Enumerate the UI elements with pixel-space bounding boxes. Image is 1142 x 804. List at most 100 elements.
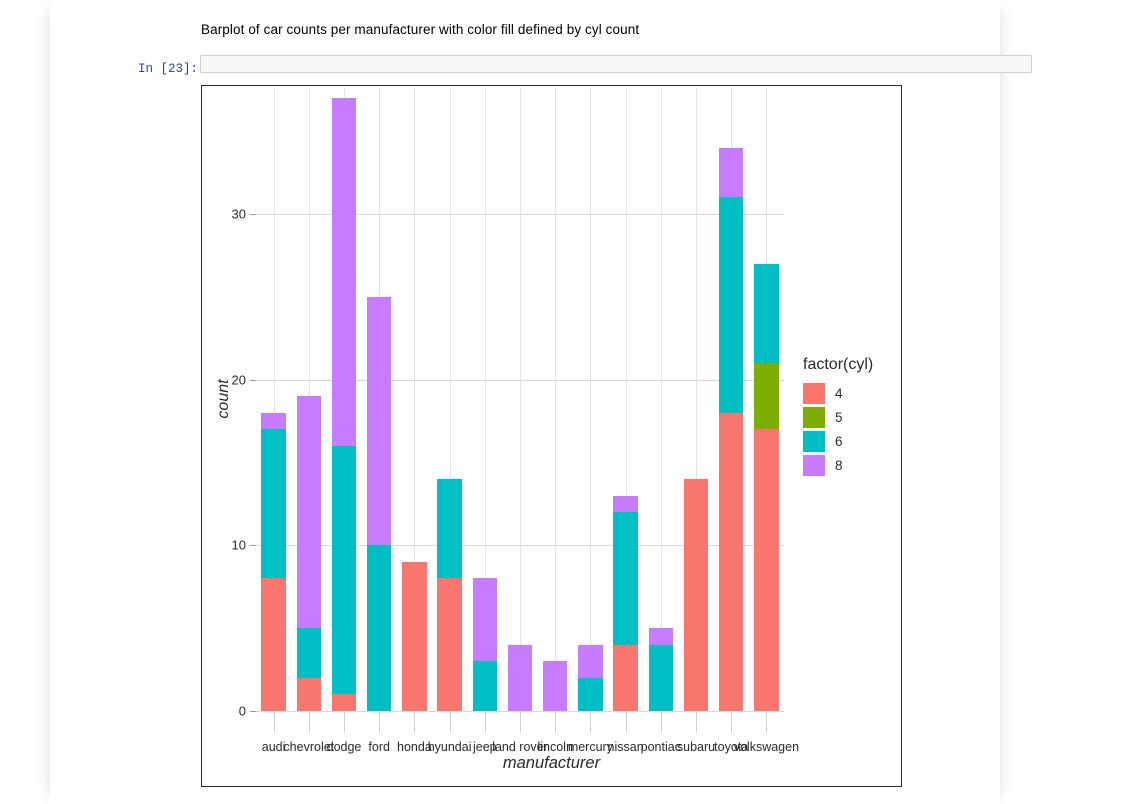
bar-segment-cyl-6 <box>296 628 321 678</box>
legend: factor(cyl) 4 5 6 8 <box>803 356 873 477</box>
x-tick-label-volkswagen: volkswagen <box>733 740 800 754</box>
y-tick-mark <box>250 379 256 381</box>
x-tick-mark <box>344 711 345 733</box>
legend-entry-cyl-4[interactable]: 4 <box>803 381 873 405</box>
bar-honda[interactable] <box>402 561 427 711</box>
legend-swatch-cyl-8 <box>803 454 825 476</box>
bar-segment-cyl-6 <box>754 263 779 364</box>
bar-segment-cyl-4 <box>437 578 462 711</box>
x-tick-mark <box>696 711 697 733</box>
bar-segment-cyl-6 <box>437 479 462 579</box>
x-tick-mark <box>731 711 733 733</box>
y-tick-label: 20 <box>231 372 246 388</box>
x-tick-label-pontiac: pontiac <box>640 740 681 754</box>
plot-output-frame: 0 10 20 30 audi chevrolet dodge ford honda hyund… <box>201 85 902 787</box>
bar-segment-cyl-4 <box>613 644 638 711</box>
x-tick-mark <box>308 711 310 733</box>
legend-swatch-cyl-4 <box>803 382 825 404</box>
bar-segment-cyl-6 <box>613 512 638 645</box>
x-axis-title: manufacturer <box>502 754 601 772</box>
gridline-vertical <box>414 88 415 711</box>
gridline-vertical <box>626 88 627 711</box>
code-cell: In [23]: <box>138 55 1034 83</box>
bar-audi[interactable] <box>261 412 286 711</box>
bar-hyundai[interactable] <box>437 479 462 711</box>
x-tick-mark <box>590 711 592 733</box>
bar-segment-cyl-8 <box>648 628 673 645</box>
legend-label-cyl-8: 8 <box>835 457 843 473</box>
code-input-field[interactable] <box>200 55 1032 73</box>
bar-segment-cyl-8 <box>472 578 497 662</box>
bar-chevrolet[interactable] <box>296 396 321 711</box>
x-tick-mark <box>520 711 521 733</box>
bar-segment-cyl-8 <box>296 396 321 629</box>
bar-segment-cyl-8 <box>613 495 638 513</box>
gridline-vertical <box>696 88 697 711</box>
bar-pontiac[interactable] <box>648 628 673 711</box>
x-tick-mark <box>273 711 275 733</box>
y-tick-label: 0 <box>238 703 246 719</box>
x-tick-mark <box>449 711 451 733</box>
y-tick-mark <box>250 545 256 547</box>
bar-land-rover[interactable] <box>507 644 533 711</box>
bar-segment-cyl-6 <box>331 445 357 695</box>
x-tick-mark <box>660 711 662 733</box>
x-tick-label-honda: honda <box>397 740 432 754</box>
bar-segment-cyl-8 <box>331 97 357 446</box>
bar-segment-cyl-6 <box>367 545 392 711</box>
bar-segment-cyl-4 <box>296 677 321 711</box>
gridline-vertical <box>520 88 521 711</box>
x-tick-label-hyundai: hyundai <box>427 740 472 754</box>
legend-label-cyl-5: 5 <box>835 409 843 425</box>
x-tick-label-lincoln: lincoln <box>537 740 573 754</box>
bar-subaru[interactable] <box>683 479 709 711</box>
plot-canvas: 0 10 20 30 audi chevrolet dodge ford honda hyund… <box>202 86 901 786</box>
x-tick-label-jeep: jeep <box>472 740 497 754</box>
x-tick-label-dodge: dodge <box>326 740 362 754</box>
bar-ford[interactable] <box>367 296 392 711</box>
bar-segment-cyl-8 <box>578 644 603 678</box>
x-tick-mark <box>625 711 627 733</box>
legend-entry-cyl-6[interactable]: 6 <box>803 429 873 453</box>
bar-nissan[interactable] <box>613 495 638 711</box>
bar-segment-cyl-4 <box>402 561 427 711</box>
markdown-cell-title: Barplot of car counts per manufacturer w… <box>201 22 640 37</box>
x-tick-label-mercury: mercury <box>567 740 613 754</box>
bar-dodge[interactable] <box>331 97 357 711</box>
bar-segment-cyl-8 <box>543 661 568 711</box>
legend-entry-cyl-5[interactable]: 5 <box>803 405 873 429</box>
gridline-vertical <box>485 88 486 711</box>
x-tick-label-nissan: nissan <box>607 740 644 754</box>
bar-segment-cyl-5 <box>754 363 779 430</box>
x-tick-label-audi: audi <box>261 740 286 754</box>
bar-toyota[interactable] <box>719 147 744 711</box>
bar-jeep[interactable] <box>472 578 497 711</box>
plot-panel <box>256 88 784 712</box>
gridline-vertical <box>555 88 556 711</box>
y-tick-mark <box>250 213 256 215</box>
bar-segment-cyl-6 <box>719 197 744 413</box>
bar-lincoln[interactable] <box>543 661 568 711</box>
y-axis-title: count <box>215 378 232 419</box>
bar-segment-cyl-8 <box>507 644 533 711</box>
bar-volkswagen[interactable] <box>754 263 779 711</box>
gridline-vertical <box>661 88 662 711</box>
bar-mercury[interactable] <box>578 644 603 711</box>
gridline-vertical <box>274 88 275 711</box>
bar-segment-cyl-6 <box>578 677 603 711</box>
legend-swatch-cyl-5 <box>803 406 825 428</box>
bar-segment-cyl-4 <box>719 412 744 711</box>
y-tick-label: 30 <box>231 206 246 222</box>
x-tick-mark <box>484 711 486 733</box>
legend-entry-cyl-8[interactable]: 8 <box>803 453 873 477</box>
x-tick-label-subaru: subaru <box>676 740 716 754</box>
x-tick-label-chevrolet: chevrolet <box>283 740 335 754</box>
x-tick-label-ford: ford <box>368 740 390 754</box>
legend-swatch-cyl-6 <box>803 430 825 452</box>
x-tick-label-land-rover: land rover <box>492 740 548 754</box>
bar-segment-cyl-4 <box>683 479 709 711</box>
bar-segment-cyl-4 <box>754 429 779 711</box>
legend-entries: 4 5 6 8 <box>803 381 873 477</box>
y-tick-mark <box>250 711 256 712</box>
